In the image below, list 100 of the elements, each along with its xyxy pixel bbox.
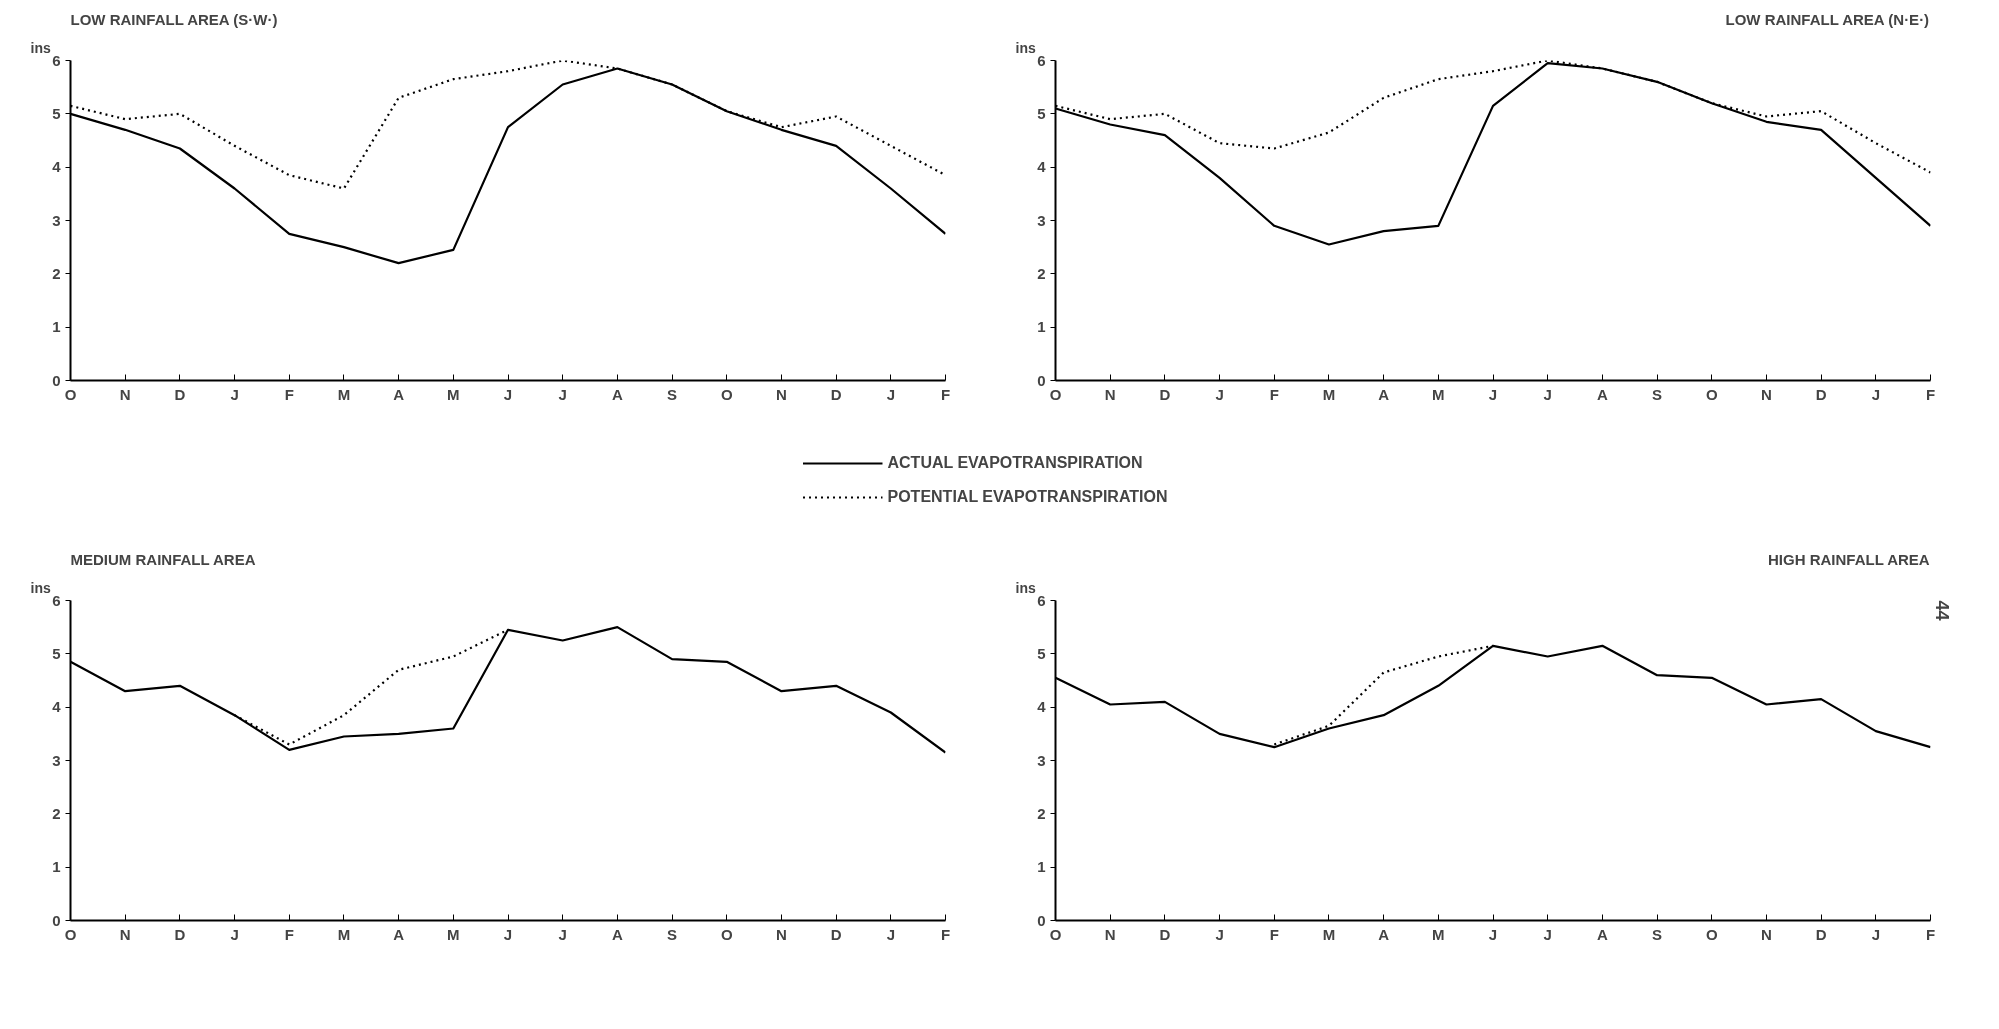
y-tick-label: 2 xyxy=(52,264,61,282)
y-axis-title: ins xyxy=(30,39,51,56)
y-tick-label: 0 xyxy=(1037,911,1046,929)
x-tick-label: D xyxy=(830,385,842,403)
x-tick-label: N xyxy=(1761,385,1772,403)
x-tick-label: J xyxy=(1488,385,1498,403)
y-tick-label: 2 xyxy=(1037,804,1046,822)
x-tick-label: F xyxy=(284,385,294,403)
y-tick-label: 5 xyxy=(52,644,61,662)
x-tick-label: M xyxy=(1432,385,1445,403)
x-tick-label: N xyxy=(1104,385,1116,403)
x-tick-label: F xyxy=(1925,385,1936,403)
y-tick-label: 4 xyxy=(52,158,62,176)
x-tick-label: N xyxy=(1104,925,1116,943)
y-axis-title: ins xyxy=(1015,579,1036,596)
x-tick-label: J xyxy=(1543,385,1552,403)
x-tick-label: J xyxy=(886,385,895,403)
x-tick-label: M xyxy=(1322,925,1336,943)
x-tick-label: A xyxy=(1378,385,1390,403)
x-tick-label: J xyxy=(1871,385,1880,403)
y-tick-label: 2 xyxy=(52,804,61,822)
chart-title: LOW RAINFALL AREA (N·E·) xyxy=(1725,10,1930,28)
chart-title: LOW RAINFALL AREA (S·W·) xyxy=(70,10,278,28)
x-tick-label: O xyxy=(1049,385,1062,403)
y-tick-label: 3 xyxy=(1037,751,1046,769)
legend-label: POTENTIAL EVAPOTRANSPIRATION xyxy=(887,488,1168,506)
x-tick-label: N xyxy=(776,925,787,943)
x-tick-label: D xyxy=(1815,925,1827,943)
x-tick-label: J xyxy=(558,385,567,403)
x-tick-label: J xyxy=(886,925,895,943)
x-tick-label: F xyxy=(1269,925,1279,943)
y-tick-label: 3 xyxy=(1037,211,1046,229)
x-tick-label: S xyxy=(667,925,678,943)
x-tick-label: J xyxy=(558,925,567,943)
x-tick-label: D xyxy=(1815,385,1827,403)
y-tick-label: 6 xyxy=(52,591,61,609)
x-tick-label: M xyxy=(337,385,351,403)
x-tick-label: D xyxy=(1159,385,1171,403)
y-axis-title: ins xyxy=(1015,39,1036,56)
x-tick-label: A xyxy=(393,385,405,403)
y-tick-label: 3 xyxy=(52,751,61,769)
x-tick-label: F xyxy=(940,925,951,943)
y-tick-label: 5 xyxy=(1037,644,1046,662)
x-tick-label: N xyxy=(119,925,131,943)
y-tick-label: 6 xyxy=(1037,51,1046,69)
x-tick-label: D xyxy=(174,385,186,403)
x-tick-label: F xyxy=(940,385,951,403)
x-tick-label: D xyxy=(1159,925,1171,943)
x-tick-label: O xyxy=(64,925,77,943)
x-tick-label: J xyxy=(1215,385,1224,403)
y-tick-label: 0 xyxy=(1037,371,1046,389)
x-tick-label: S xyxy=(1652,385,1663,403)
y-tick-label: 0 xyxy=(52,371,61,389)
x-tick-label: M xyxy=(1322,385,1336,403)
x-tick-label: J xyxy=(1871,925,1880,943)
y-tick-label: 3 xyxy=(52,211,61,229)
x-tick-label: M xyxy=(447,385,460,403)
y-tick-label: 1 xyxy=(52,858,61,876)
x-tick-label: O xyxy=(1049,925,1062,943)
x-tick-label: M xyxy=(1432,925,1445,943)
y-tick-label: 1 xyxy=(1037,858,1046,876)
x-tick-label: A xyxy=(393,925,405,943)
x-tick-label: A xyxy=(1378,925,1390,943)
x-tick-label: A xyxy=(611,385,623,403)
x-tick-label: O xyxy=(720,925,733,943)
x-tick-label: O xyxy=(1705,385,1718,403)
x-tick-label: N xyxy=(119,385,131,403)
x-tick-label: D xyxy=(830,925,842,943)
x-tick-label: M xyxy=(447,925,460,943)
x-tick-label: A xyxy=(1596,385,1608,403)
y-tick-label: 5 xyxy=(1037,104,1046,122)
x-tick-label: A xyxy=(611,925,623,943)
x-tick-label: N xyxy=(776,385,787,403)
x-tick-label: J xyxy=(230,925,239,943)
y-axis-title: ins xyxy=(30,579,51,596)
y-tick-label: 4 xyxy=(1037,158,1047,176)
x-tick-label: O xyxy=(720,385,733,403)
x-tick-label: F xyxy=(1269,385,1279,403)
x-tick-label: J xyxy=(1215,925,1224,943)
x-tick-label: O xyxy=(1705,925,1718,943)
x-tick-label: J xyxy=(1488,925,1498,943)
x-tick-label: J xyxy=(503,385,513,403)
y-tick-label: 1 xyxy=(1037,318,1046,336)
y-tick-label: 6 xyxy=(1037,591,1046,609)
x-tick-label: F xyxy=(284,925,294,943)
x-tick-label: S xyxy=(667,385,678,403)
y-tick-label: 4 xyxy=(52,698,62,716)
x-tick-label: J xyxy=(230,385,239,403)
x-tick-label: D xyxy=(174,925,186,943)
x-tick-label: N xyxy=(1761,925,1772,943)
x-tick-label: O xyxy=(64,385,77,403)
y-tick-label: 6 xyxy=(52,51,61,69)
x-tick-label: J xyxy=(1543,925,1552,943)
x-tick-label: J xyxy=(503,925,513,943)
legend-label: ACTUAL EVAPOTRANSPIRATION xyxy=(887,454,1143,472)
chart-title: MEDIUM RAINFALL AREA xyxy=(70,550,256,568)
x-tick-label: F xyxy=(1925,925,1936,943)
text: 44 xyxy=(1931,600,1952,621)
chart-title: HIGH RAINFALL AREA xyxy=(1768,550,1930,568)
y-tick-label: 0 xyxy=(52,911,61,929)
